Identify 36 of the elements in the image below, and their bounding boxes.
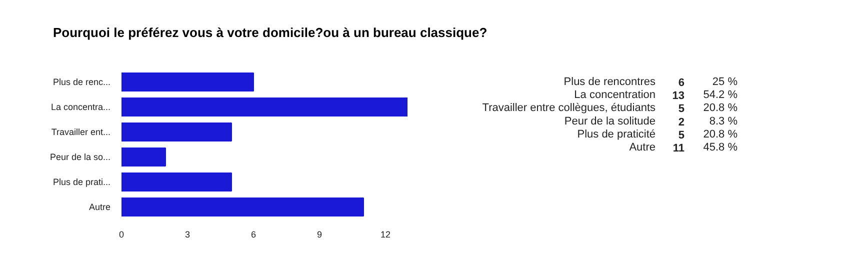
bar (122, 122, 232, 142)
y-tick-label: Autre (88, 202, 111, 212)
y-tick-label: Peur de la so... (50, 152, 111, 162)
text: 8.3 % (709, 115, 738, 128)
text: 5 (678, 103, 685, 116)
text: 13 (672, 90, 685, 102)
y-tick-label: La concentra... (50, 102, 111, 112)
bar (122, 198, 364, 216)
text: 5 (678, 129, 685, 142)
text: 54.2 % (703, 89, 738, 102)
text: Peur de la solitude (564, 115, 656, 128)
y-tick-label: Travailler ent... (51, 127, 110, 137)
x-tick-label: 6 (250, 230, 256, 240)
chart-title: Pourquoi le préférez vous à votre domicile?ou à un bureau classique? (53, 24, 488, 42)
text: Autre (629, 141, 656, 154)
bar (122, 172, 232, 192)
text: 11 (672, 142, 685, 154)
bar (122, 72, 254, 92)
text: Plus de praticité (577, 128, 656, 140)
bar (122, 98, 408, 116)
text: La concentration (574, 89, 656, 102)
x-tick-label: 9 (316, 230, 322, 240)
text: 2 (678, 116, 685, 128)
x-tick-label: 3 (184, 230, 190, 240)
text: Plus de rencontres (564, 76, 656, 88)
text: 6 (678, 77, 685, 90)
text: 20.8 % (703, 102, 738, 114)
text: 20.8 % (703, 128, 738, 140)
bar (122, 148, 166, 166)
text: Travailler entre collègues, étudiants (482, 102, 656, 114)
text: 25 % (712, 76, 738, 88)
y-tick-label: Plus de prati... (52, 177, 110, 187)
x-tick-label: 12 (380, 230, 391, 240)
y-tick-label: Plus de renc... (52, 77, 110, 87)
x-tick-label: 0 (118, 230, 124, 240)
text: 45.8 % (703, 141, 738, 154)
